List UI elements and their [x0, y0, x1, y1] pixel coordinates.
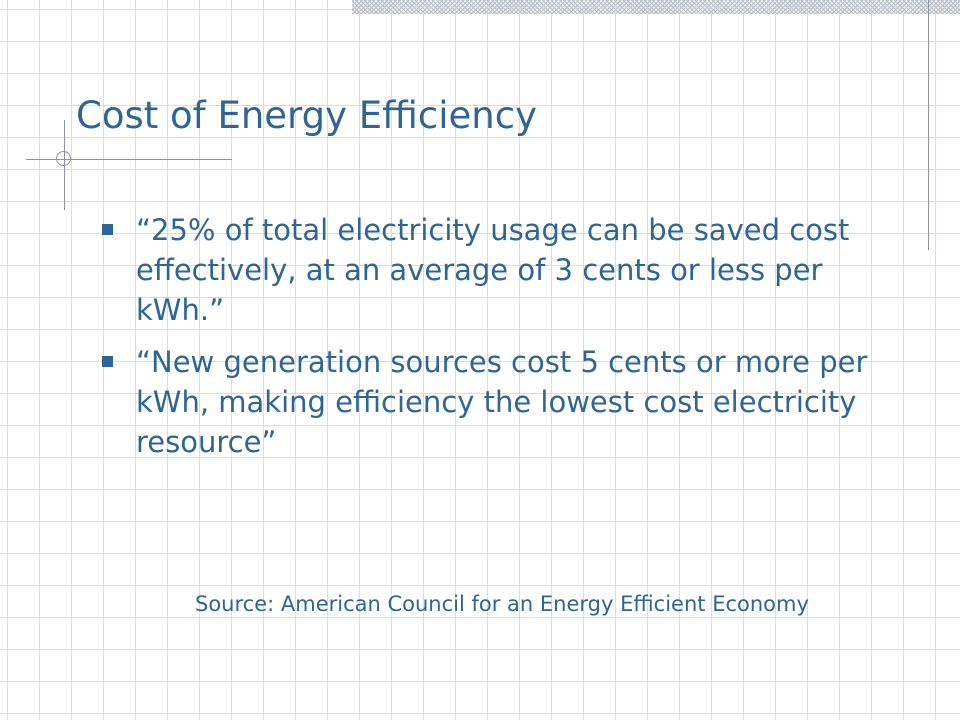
decorative-vertical-line [928, 0, 929, 250]
bullet-text: “New generation sources cost 5 cents or … [136, 345, 868, 459]
crosshair-circle-icon [56, 151, 71, 166]
title-underline [26, 159, 232, 160]
square-bullet-icon [102, 224, 113, 235]
bullet-item: “25% of total electricity usage can be s… [100, 210, 890, 330]
decorative-pattern-strip [352, 0, 960, 14]
bullet-list: “25% of total electricity usage can be s… [100, 210, 890, 474]
slide-title: Cost of Energy Efficiency [76, 94, 537, 137]
source-citation: Source: American Council for an Energy E… [195, 592, 809, 616]
square-bullet-icon [102, 356, 113, 367]
bullet-item: “New generation sources cost 5 cents or … [100, 342, 890, 462]
bullet-text: “25% of total electricity usage can be s… [136, 213, 850, 327]
